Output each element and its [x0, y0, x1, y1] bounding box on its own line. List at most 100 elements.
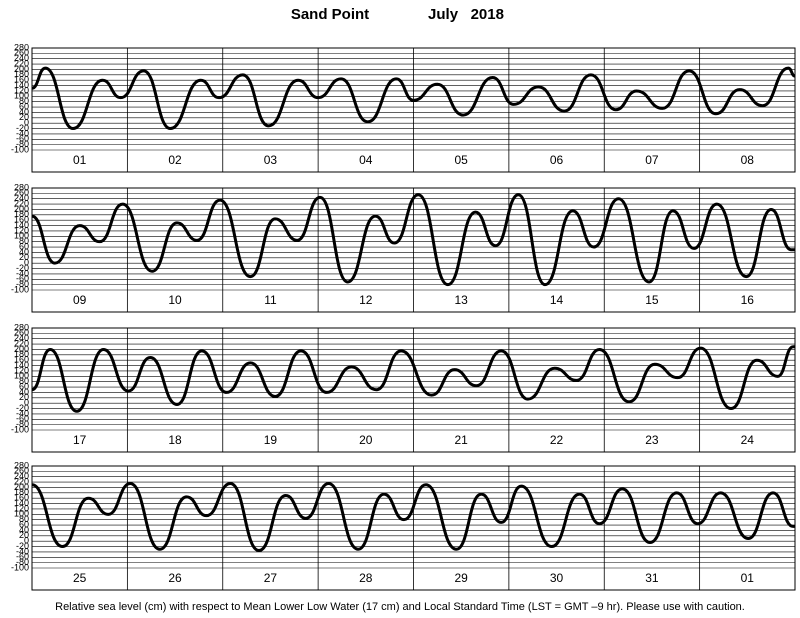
tide-curve: [31, 193, 795, 287]
y-tick-label: -60: [16, 134, 29, 144]
tide-curve: [31, 66, 796, 131]
y-tick-label: 220: [14, 58, 29, 68]
x-tick-label: 10: [168, 293, 182, 307]
y-tick-label: -40: [16, 268, 29, 278]
y-tick-label: 240: [14, 471, 29, 481]
y-tick-label: 260: [14, 48, 29, 58]
y-tick-label: 80: [19, 376, 29, 386]
x-tick-label: 09: [73, 293, 87, 307]
x-tick-label: 04: [359, 153, 373, 167]
y-tick-label: 220: [14, 198, 29, 208]
y-tick-label: 0: [24, 258, 29, 268]
x-tick-label: 20: [359, 433, 373, 447]
y-tick-label: 120: [14, 503, 29, 513]
y-tick-label: 180: [14, 69, 29, 79]
y-tick-label: -100: [11, 284, 29, 294]
x-tick-label: 03: [264, 153, 278, 167]
y-tick-label: 80: [19, 236, 29, 246]
y-tick-label: -40: [16, 546, 29, 556]
y-tick-label: 260: [14, 466, 29, 476]
y-tick-label: -20: [16, 403, 29, 413]
y-tick-label: 80: [19, 514, 29, 524]
y-tick-label: 280: [14, 182, 29, 192]
x-tick-label: 14: [550, 293, 564, 307]
x-tick-label: 19: [264, 433, 278, 447]
y-tick-label: 240: [14, 193, 29, 203]
y-tick-label: 100: [14, 509, 29, 519]
y-tick-label: 160: [14, 355, 29, 365]
y-tick-label: 0: [24, 398, 29, 408]
x-tick-label: 11: [264, 293, 277, 307]
x-tick-label: 21: [455, 433, 469, 447]
y-tick-label: 60: [19, 241, 29, 251]
y-tick-label: 100: [14, 231, 29, 241]
y-tick-label: 100: [14, 371, 29, 381]
y-tick-label: -40: [16, 128, 29, 138]
y-tick-label: 40: [19, 525, 29, 535]
y-tick-label: 180: [14, 349, 29, 359]
tide-curve: [31, 481, 795, 553]
y-tick-label: -100: [11, 144, 29, 154]
x-tick-label: 12: [359, 293, 373, 307]
x-tick-label: 13: [455, 293, 469, 307]
x-tick-label: 30: [550, 571, 564, 585]
x-tick-label: 07: [645, 153, 659, 167]
x-tick-label: 24: [741, 433, 755, 447]
y-tick-label: 220: [14, 476, 29, 486]
y-tick-label: 280: [14, 42, 29, 52]
y-tick-label: 0: [24, 118, 29, 128]
y-tick-label: -100: [11, 562, 29, 572]
y-tick-label: 260: [14, 188, 29, 198]
y-tick-label: -80: [16, 279, 29, 289]
y-tick-label: 40: [19, 387, 29, 397]
y-tick-label: 140: [14, 220, 29, 230]
y-tick-label: 140: [14, 498, 29, 508]
y-tick-label: -60: [16, 414, 29, 424]
y-tick-label: 20: [19, 112, 29, 122]
y-tick-label: 200: [14, 344, 29, 354]
y-tick-label: 280: [14, 322, 29, 332]
y-tick-label: -60: [16, 274, 29, 284]
x-tick-label: 27: [264, 571, 278, 585]
y-tick-label: 60: [19, 101, 29, 111]
y-tick-label: 120: [14, 225, 29, 235]
x-tick-label: 02: [168, 153, 182, 167]
y-tick-label: 80: [19, 96, 29, 106]
tide-curve: [31, 345, 795, 413]
y-tick-label: 240: [14, 333, 29, 343]
y-tick-label: 280: [14, 460, 29, 470]
y-tick-label: 200: [14, 482, 29, 492]
x-tick-label: 26: [168, 571, 182, 585]
y-tick-label: 180: [14, 209, 29, 219]
y-tick-label: 180: [14, 487, 29, 497]
y-tick-label: 200: [14, 64, 29, 74]
chart-title: Sand Point: [291, 6, 369, 23]
y-tick-label: -80: [16, 139, 29, 149]
x-tick-label: 05: [455, 153, 469, 167]
y-tick-label: -100: [11, 424, 29, 434]
x-tick-label: 06: [550, 153, 564, 167]
x-tick-label: 25: [73, 571, 87, 585]
x-tick-label: 15: [645, 293, 659, 307]
x-tick-label: 01: [73, 153, 87, 167]
y-tick-label: -80: [16, 557, 29, 567]
x-tick-label: 28: [359, 571, 373, 585]
x-tick-label: 22: [550, 433, 564, 447]
y-tick-label: -60: [16, 552, 29, 562]
y-tick-label: 200: [14, 204, 29, 214]
y-tick-label: 160: [14, 493, 29, 503]
y-tick-label: 240: [14, 53, 29, 63]
x-tick-label: 18: [168, 433, 182, 447]
y-tick-label: -20: [16, 263, 29, 273]
y-tick-label: 140: [14, 80, 29, 90]
x-tick-label: 31: [645, 571, 659, 585]
y-tick-label: 20: [19, 530, 29, 540]
y-tick-label: 20: [19, 252, 29, 262]
y-tick-label: 40: [19, 247, 29, 257]
y-tick-label: 60: [19, 519, 29, 529]
y-tick-label: 140: [14, 360, 29, 370]
x-tick-label: 16: [741, 293, 755, 307]
y-tick-label: -20: [16, 541, 29, 551]
chart-subtitle: July 2018: [428, 6, 504, 23]
